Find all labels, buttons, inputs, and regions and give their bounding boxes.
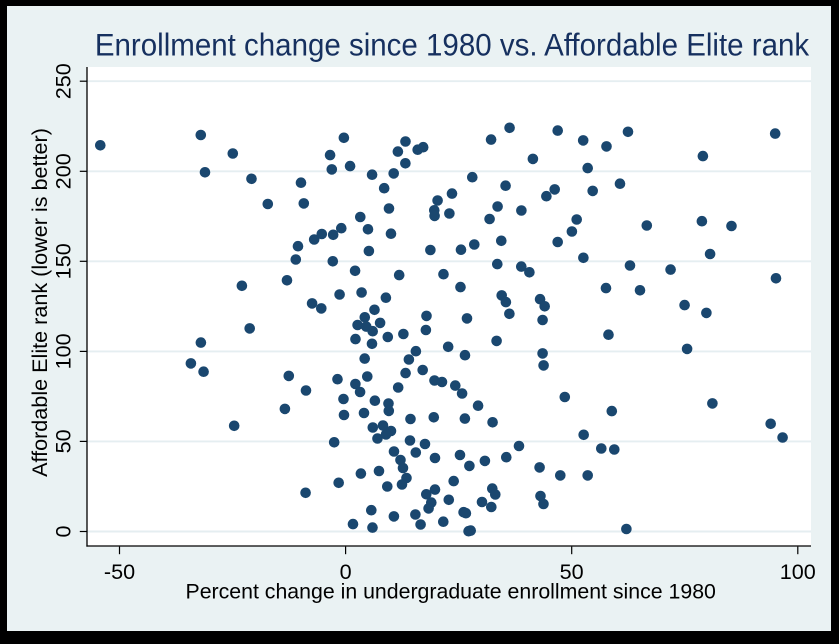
svg-text:-50: -50 [104,559,135,584]
svg-text:150: 150 [51,243,76,279]
svg-text:250: 250 [51,63,76,99]
svg-text:Affordable Elite rank (lower i: Affordable Elite rank (lower is better) [27,128,52,477]
svg-text:200: 200 [51,153,76,189]
svg-text:Percent change in undergraduat: Percent change in undergraduate enrollme… [185,580,716,604]
svg-text:50: 50 [51,429,76,453]
svg-text:0: 0 [340,559,352,584]
svg-text:100: 100 [780,559,816,584]
svg-text:Enrollment change since 1980 v: Enrollment change since 1980 vs. Afforda… [95,28,810,63]
svg-text:0: 0 [51,525,76,537]
svg-text:100: 100 [51,333,76,369]
svg-text:50: 50 [560,559,584,584]
